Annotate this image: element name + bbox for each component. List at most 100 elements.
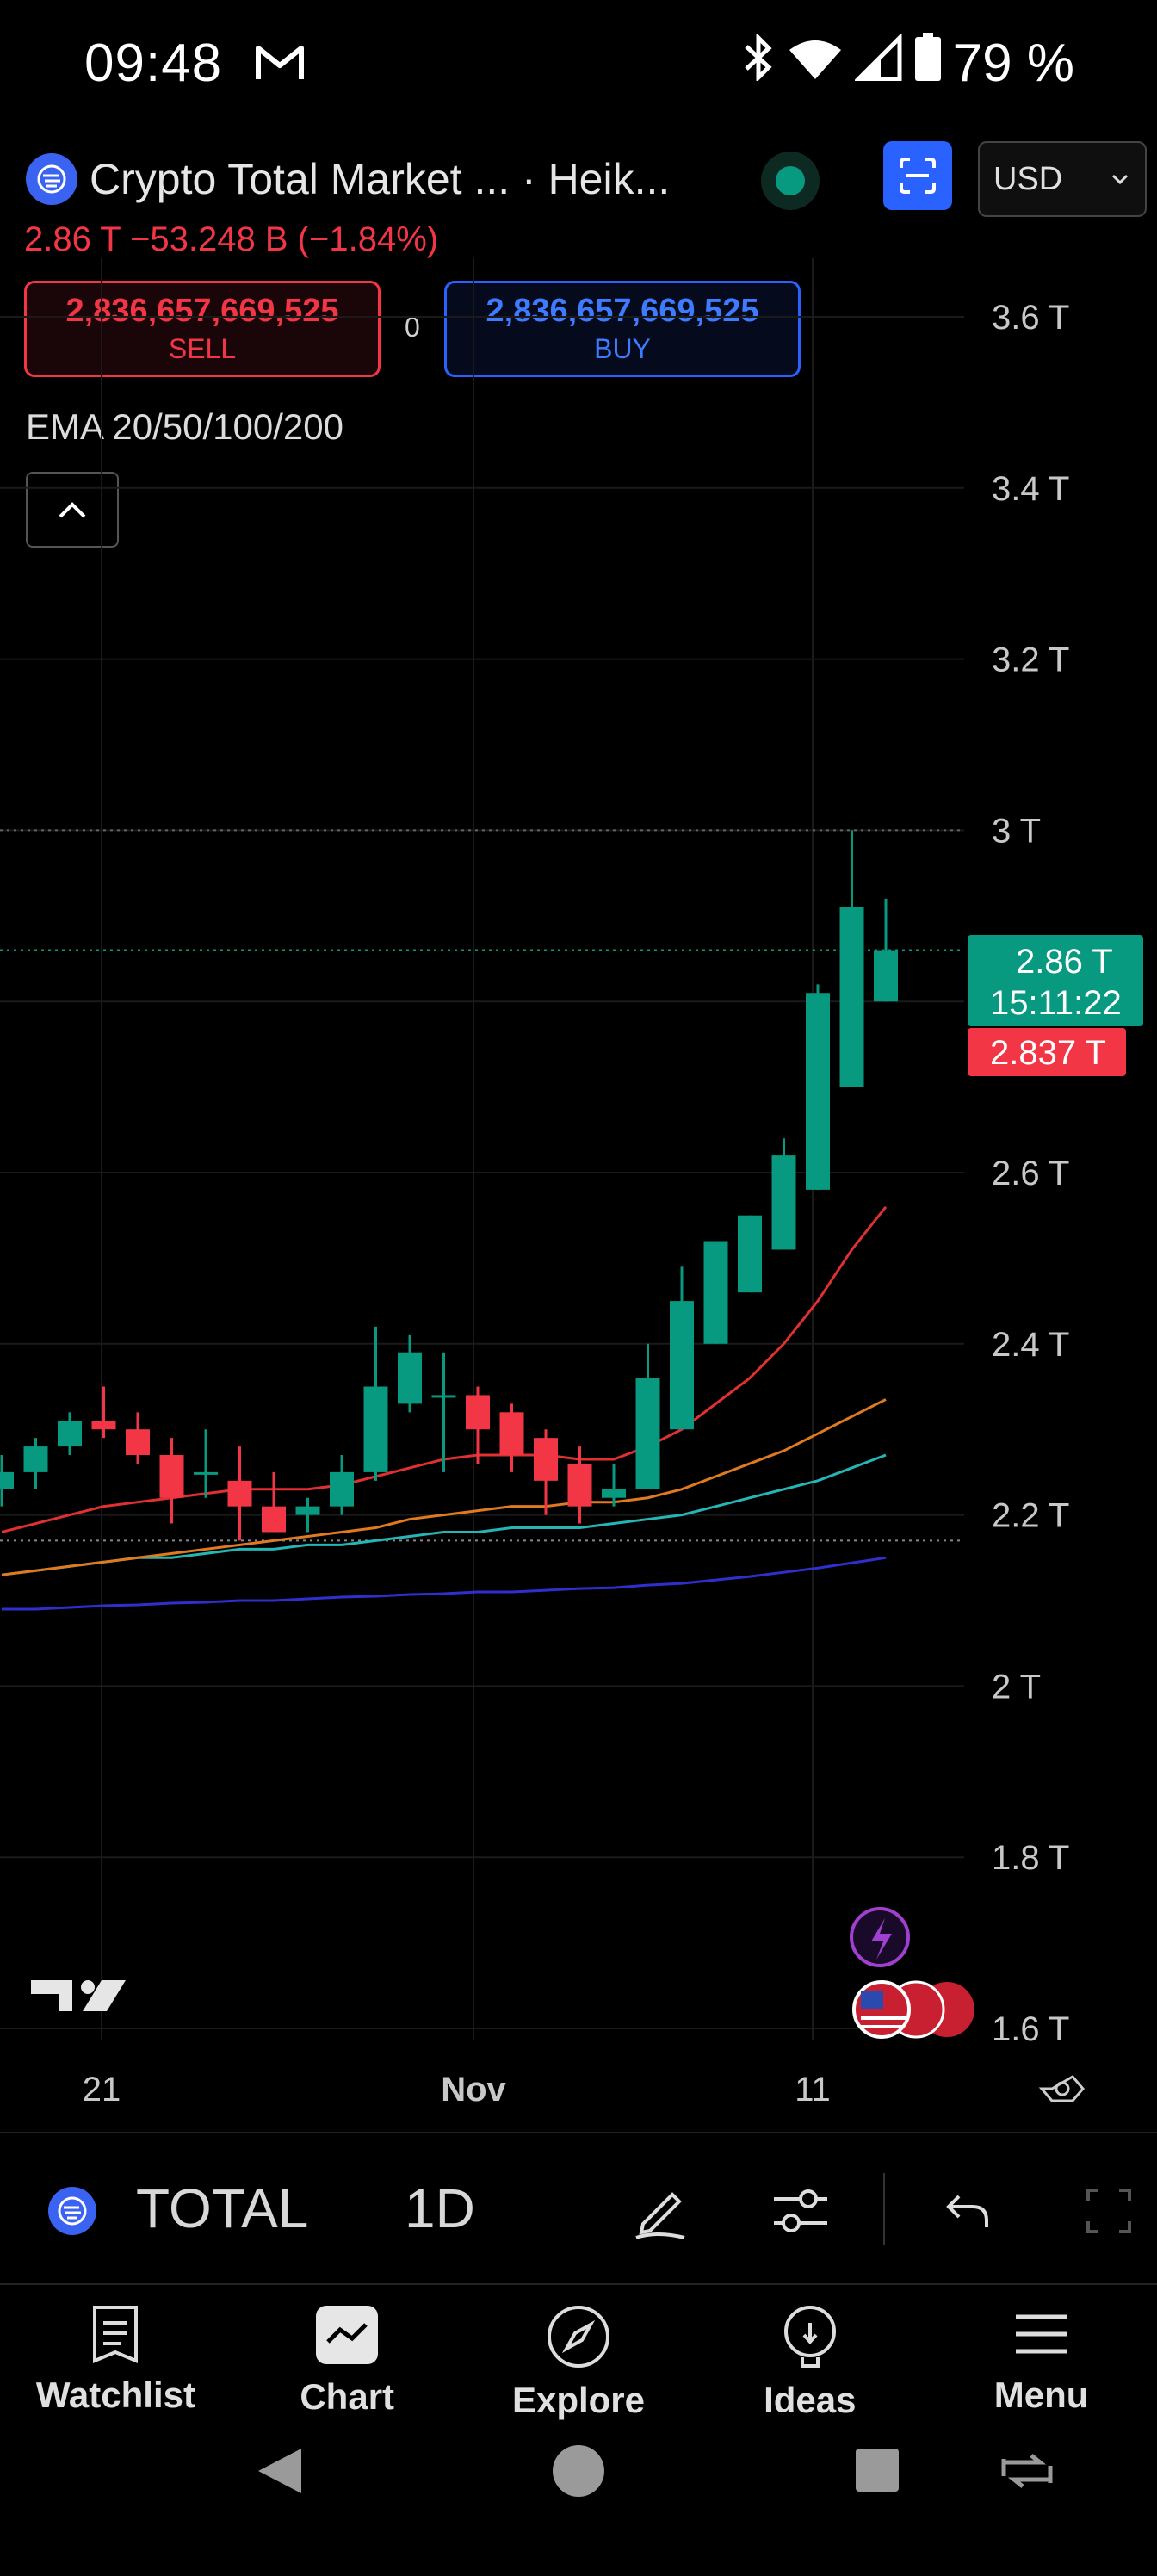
- candle-body: [703, 1241, 728, 1344]
- candle-body: [602, 1489, 626, 1498]
- candle-body: [194, 1471, 218, 1475]
- y-tick-label: 3.4 T: [992, 470, 1069, 508]
- scan-icon: [900, 158, 936, 194]
- chevron-up-icon: [59, 502, 86, 518]
- battery-icon: [914, 33, 941, 94]
- crypto-total-logo-icon[interactable]: [48, 2187, 96, 2239]
- candle-body: [874, 950, 898, 1002]
- watchlist-icon: [83, 2304, 148, 2364]
- drawing-tools-button[interactable]: [625, 2175, 697, 2247]
- spread-value: 0: [405, 312, 420, 343]
- candle-body: [806, 993, 830, 1190]
- expand-icon: [1086, 2189, 1131, 2233]
- lightbulb-icon: [777, 2304, 843, 2369]
- indicator-legend[interactable]: EMA 20/50/100/200: [26, 406, 343, 447]
- indicators-button[interactable]: [764, 2175, 837, 2247]
- nav-chart[interactable]: Chart: [232, 2287, 463, 2417]
- nav-label: Ideas: [764, 2380, 857, 2420]
- recents-icon[interactable]: [856, 2449, 899, 2492]
- price-tags: 2.86 T 15:11:22 2.837 T: [968, 935, 1143, 1076]
- candle-body: [363, 1386, 388, 1472]
- currency-select[interactable]: USD: [978, 141, 1147, 217]
- currency-value: USD: [993, 160, 1063, 197]
- cellular-icon: [852, 32, 903, 94]
- toolbar-divider: [883, 2173, 885, 2245]
- toolbar-interval[interactable]: 1D: [405, 2177, 475, 2239]
- sliders-icon: [774, 2189, 827, 2232]
- ema50-line: [1, 1398, 887, 1576]
- bid-price-tag: [968, 1028, 1126, 1076]
- rotate-icon[interactable]: [1001, 2454, 1053, 2488]
- candle-body: [431, 1395, 456, 1398]
- buy-price: 2,836,657,669,525: [486, 293, 759, 329]
- status-time: 09:48: [84, 34, 223, 93]
- candle-body: [738, 1215, 762, 1293]
- market-open-indicator[interactable]: [761, 152, 820, 210]
- candle-body: [23, 1446, 48, 1472]
- price-axis[interactable]: 3.6 T 3.4 T 3.2 T 3 T 2.6 T 2.4 T 2.2 T 2 T 1.8 …: [992, 299, 1069, 2048]
- bluetooth-icon: [741, 32, 776, 94]
- compass-icon: [546, 2304, 611, 2369]
- candle-body: [670, 1301, 694, 1430]
- x-tick-label: 11: [795, 2071, 831, 2108]
- last-price-label: 2.86 T: [1016, 943, 1113, 981]
- nav-label: Menu: [993, 2375, 1089, 2415]
- x-tick-label: 21: [83, 2071, 121, 2108]
- y-tick-label: 2 T: [992, 1668, 1041, 1706]
- sell-button[interactable]: 2,836,657,669,525 SELL: [24, 281, 381, 377]
- collapse-legend-button[interactable]: [26, 472, 119, 548]
- chart-grid: [0, 258, 964, 2040]
- nav-watchlist[interactable]: Watchlist: [0, 2287, 232, 2416]
- ema100-line: [1, 1453, 887, 1576]
- candle-body: [91, 1421, 116, 1430]
- time-axis[interactable]: 21 Nov 11: [83, 2071, 831, 2108]
- candle-body: [567, 1463, 592, 1507]
- candle-body: [839, 907, 864, 1087]
- symbol-title: Crypto Total Market ... · Heik...: [90, 155, 671, 203]
- nav-explore[interactable]: Explore: [463, 2287, 695, 2420]
- chart-scan-button[interactable]: [883, 141, 952, 210]
- y-tick-label: 3.6 T: [992, 299, 1069, 337]
- crypto-total-logo-icon: [26, 153, 77, 205]
- price-chart[interactable]: 3.6 T 3.4 T 3.2 T 3 T 2.6 T 2.4 T 2.2 T 2 T 1.8 …: [0, 258, 1157, 2132]
- y-tick-label: 1.6 T: [992, 2010, 1069, 2048]
- hamburger-icon: [1009, 2304, 1074, 2364]
- buy-button[interactable]: 2,836,657,669,525 BUY: [444, 281, 801, 377]
- back-icon[interactable]: [258, 2449, 301, 2493]
- candle-body: [159, 1455, 184, 1498]
- buy-label: BUY: [594, 333, 651, 364]
- symbol-title-row[interactable]: Crypto Total Market ... · Heik...: [26, 153, 670, 205]
- tradingview-logo-icon: [31, 1980, 126, 2011]
- sell-price: 2,836,657,669,525: [65, 293, 339, 329]
- pen-icon: [635, 2192, 685, 2239]
- bottom-nav: Watchlist Chart Explore Ideas Menu: [0, 2287, 1157, 2420]
- undo-button[interactable]: [931, 2175, 1004, 2247]
- battery-percent: 79 %: [952, 34, 1074, 93]
- candle-body: [635, 1378, 660, 1489]
- symbol-toolbar: TOTAL 1D: [0, 2132, 1157, 2285]
- y-tick-label: 2.2 T: [992, 1497, 1069, 1535]
- nav-label: Watchlist: [35, 2375, 195, 2415]
- candle-body: [227, 1480, 252, 1507]
- candle-body: [398, 1352, 422, 1404]
- bid-price-label: 2.837 T: [990, 1034, 1106, 1072]
- status-icons: 79 %: [741, 32, 1074, 94]
- nav-ideas[interactable]: Ideas: [694, 2287, 925, 2420]
- chart-settings-icon[interactable]: [1038, 2075, 1085, 2102]
- gmail-icon: [255, 43, 305, 87]
- last-price-tag: [968, 935, 1143, 1026]
- bar-countdown: 15:11:22: [990, 984, 1122, 1022]
- nav-label: Chart: [300, 2376, 395, 2417]
- candle-body: [0, 1471, 14, 1489]
- y-tick-label: 2.4 T: [992, 1326, 1069, 1364]
- candle-body: [499, 1412, 524, 1456]
- events-markers[interactable]: [850, 1907, 974, 2039]
- wifi-icon: [788, 33, 843, 94]
- y-tick-label: 3.2 T: [992, 641, 1069, 679]
- home-icon[interactable]: [553, 2445, 604, 2497]
- y-tick-label: 3 T: [992, 812, 1041, 850]
- toolbar-symbol[interactable]: TOTAL: [136, 2177, 309, 2239]
- fullscreen-button[interactable]: [1073, 2175, 1145, 2247]
- x-tick-label: Nov: [441, 2071, 506, 2108]
- nav-menu[interactable]: Menu: [925, 2287, 1157, 2416]
